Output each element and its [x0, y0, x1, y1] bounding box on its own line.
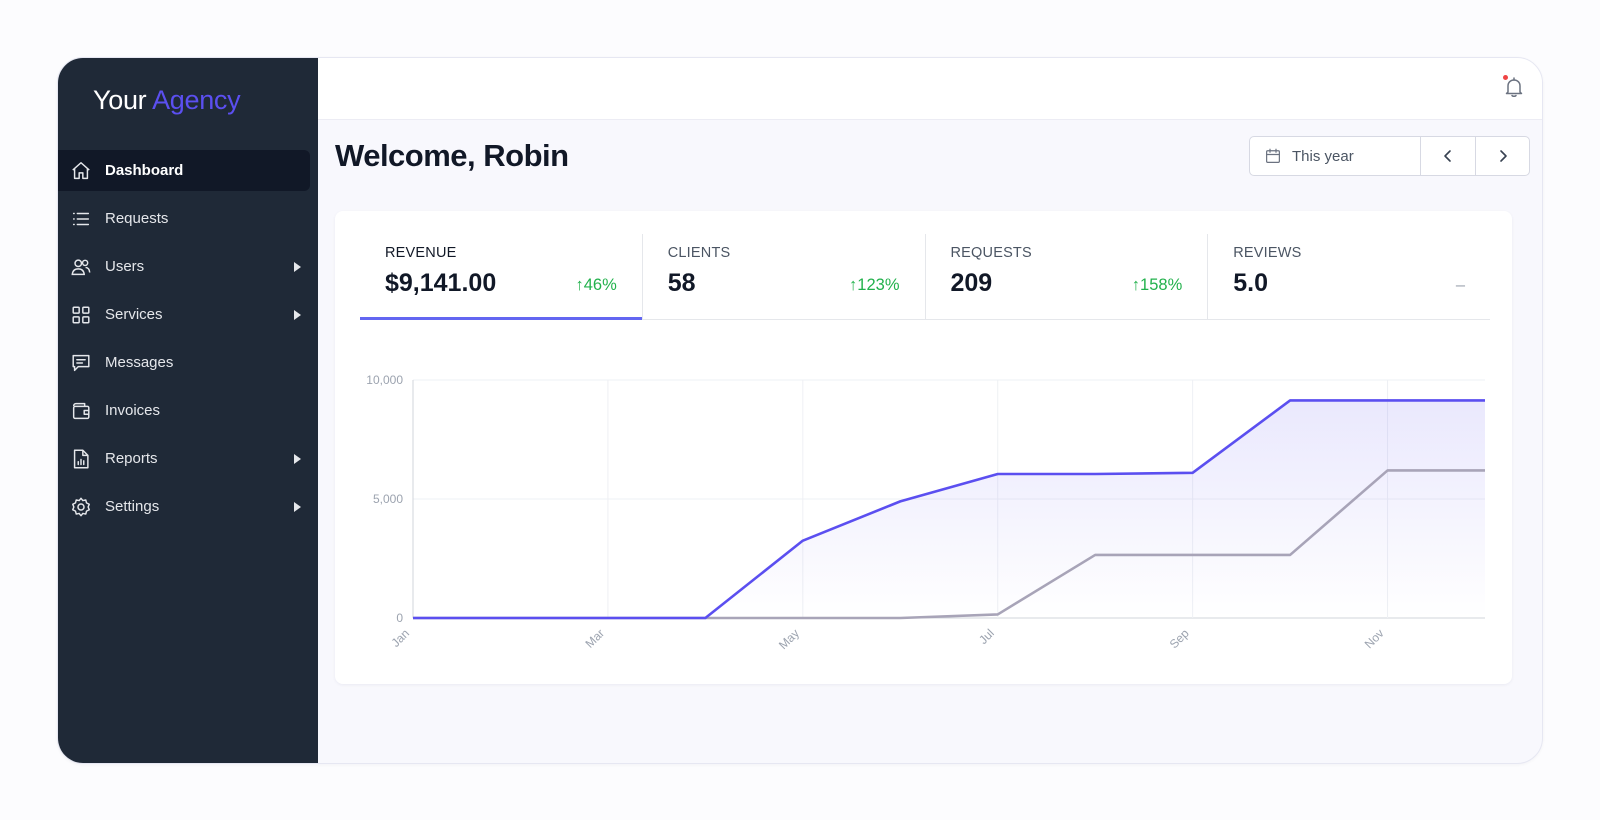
stat-change-value: 46%: [583, 276, 617, 294]
stat-tab-reviews[interactable]: REVIEWS 5.0 –: [1208, 234, 1490, 319]
sidebar-item-label: Reports: [105, 450, 158, 467]
sidebar-item-invoices[interactable]: Invoices: [58, 390, 318, 431]
gear-icon: [70, 496, 92, 518]
chat-icon: [70, 352, 92, 374]
bell-icon[interactable]: [1502, 75, 1526, 99]
submenu-arrow-icon: [294, 261, 301, 272]
users-icon: [70, 256, 92, 278]
calendar-icon: [1266, 148, 1280, 163]
sidebar-item-label: Messages: [105, 354, 174, 371]
stat-change-value: 158%: [1140, 276, 1183, 294]
sidebar-item-label: Dashboard: [105, 162, 184, 179]
arrow-up-icon: ↑: [849, 276, 858, 294]
stat-change: ↑158%: [1132, 276, 1182, 295]
sidebar: Your Agency Dashboard Requests Users: [58, 58, 318, 763]
previous-period-button[interactable]: [1421, 137, 1475, 175]
sidebar-item-label: Settings: [105, 498, 160, 515]
brand-name-part1: Your: [93, 85, 147, 115]
stat-change: ↑46%: [575, 276, 616, 295]
submenu-arrow-icon: [294, 309, 301, 320]
stat-label: REQUESTS: [950, 245, 1032, 261]
sidebar-item-label: Invoices: [105, 402, 161, 419]
x-tick-label: Jan: [389, 626, 413, 650]
x-tick-label: May: [776, 626, 802, 652]
sidebar-item-messages[interactable]: Messages: [58, 342, 318, 383]
x-tick-label: Nov: [1362, 626, 1387, 651]
stat-value: 5.0: [1233, 269, 1269, 297]
y-tick-label: 10,000: [366, 373, 403, 387]
stat-change-value: 123%: [857, 276, 900, 294]
notification-badge: [1503, 75, 1508, 80]
x-tick-label: Sep: [1167, 626, 1192, 651]
arrow-up-icon: ↑: [1131, 276, 1141, 294]
x-tick-label: Mar: [583, 626, 608, 651]
brand-name-part2: Agency: [152, 85, 241, 115]
sidebar-item-services[interactable]: Services: [58, 294, 318, 335]
stat-value: 58: [667, 269, 696, 297]
y-tick-label: 0: [396, 611, 403, 625]
sidebar-item-label: Requests: [105, 210, 169, 227]
sidebar-item-label: Users: [105, 258, 145, 275]
stat-label: REVIEWS: [1233, 245, 1302, 261]
sidebar-item-reports[interactable]: Reports: [58, 438, 318, 479]
report-icon: [70, 448, 92, 470]
stat-label: CLIENTS: [667, 245, 731, 261]
chevron-right-icon: [1499, 150, 1507, 162]
chevron-left-icon: [1444, 150, 1451, 162]
home-icon: [70, 160, 92, 182]
x-tick-label: Jul: [976, 626, 997, 647]
app-window: Your Agency Dashboard Requests Users: [57, 57, 1543, 764]
next-period-button[interactable]: [1475, 137, 1529, 175]
stat-tab-clients[interactable]: CLIENTS 58 ↑123%: [643, 234, 926, 319]
series-area-0: [413, 400, 1485, 618]
brand-logo[interactable]: Your Agency: [93, 85, 241, 116]
main-content: Welcome, Robin This year REVENUE $9,141.…: [318, 58, 1542, 763]
sidebar-item-dashboard[interactable]: Dashboard: [58, 150, 310, 191]
stats-card: REVENUE $9,141.00 ↑46% CLIENTS 58 ↑123% …: [335, 211, 1512, 684]
y-tick-label: 5,000: [373, 492, 403, 506]
sidebar-item-label: Services: [105, 306, 163, 323]
date-range-control: This year: [1249, 136, 1530, 176]
submenu-arrow-icon: [294, 501, 301, 512]
wallet-icon: [70, 400, 92, 422]
sidebar-nav: Dashboard Requests Users Services: [58, 150, 318, 534]
stat-tab-revenue[interactable]: REVENUE $9,141.00 ↑46%: [360, 234, 643, 320]
top-bar: [318, 58, 1542, 120]
page-title: Welcome, Robin: [335, 138, 569, 173]
sidebar-item-settings[interactable]: Settings: [58, 486, 318, 527]
arrow-up-icon: ↑: [575, 276, 584, 294]
grid-icon: [70, 304, 92, 326]
sidebar-item-requests[interactable]: Requests: [58, 198, 318, 239]
stat-value: 209: [950, 269, 993, 297]
stat-change: ↑123%: [849, 276, 899, 295]
submenu-arrow-icon: [294, 453, 301, 464]
stat-change: –: [1455, 276, 1465, 294]
stats-tabs: REVENUE $9,141.00 ↑46% CLIENTS 58 ↑123% …: [360, 234, 1490, 320]
series-line-0: [413, 399, 1485, 620]
stat-label: REVENUE: [385, 245, 457, 261]
sidebar-item-users[interactable]: Users: [58, 246, 318, 287]
stat-tab-requests[interactable]: REQUESTS 209 ↑158%: [926, 234, 1209, 319]
stat-value: $9,141.00: [385, 269, 497, 297]
list-icon: [70, 208, 92, 230]
date-range-select[interactable]: This year: [1250, 137, 1421, 175]
date-range-label: This year: [1292, 147, 1354, 165]
